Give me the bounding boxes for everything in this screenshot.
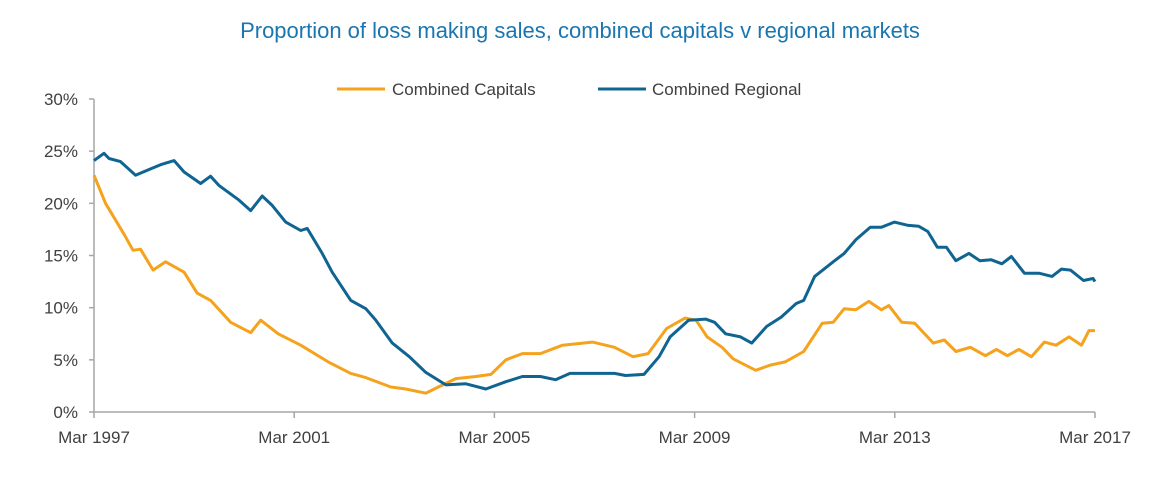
x-tick-label: Mar 2013 (859, 428, 931, 447)
y-tick-label: 30% (44, 90, 78, 109)
chart-title: Proportion of loss making sales, combine… (240, 18, 920, 43)
y-tick-label: 0% (53, 403, 78, 422)
series-line-combined-regional (93, 151, 1097, 391)
y-tick-label: 15% (44, 247, 78, 266)
x-tick-label: Mar 1997 (58, 428, 130, 447)
y-tick-label: 5% (53, 351, 78, 370)
legend-label-regional: Combined Regional (652, 80, 801, 99)
y-tick-label: 10% (44, 299, 78, 318)
y-tick-label: 25% (44, 142, 78, 161)
legend-label-capitals: Combined Capitals (392, 80, 536, 99)
series-line-combined-capitals (92, 174, 1095, 395)
x-tick-label: Mar 2005 (458, 428, 530, 447)
x-tick-label: Mar 2017 (1059, 428, 1131, 447)
x-tick-label: Mar 2001 (258, 428, 330, 447)
y-tick-label: 20% (44, 194, 78, 213)
x-tick-label: Mar 2009 (659, 428, 731, 447)
